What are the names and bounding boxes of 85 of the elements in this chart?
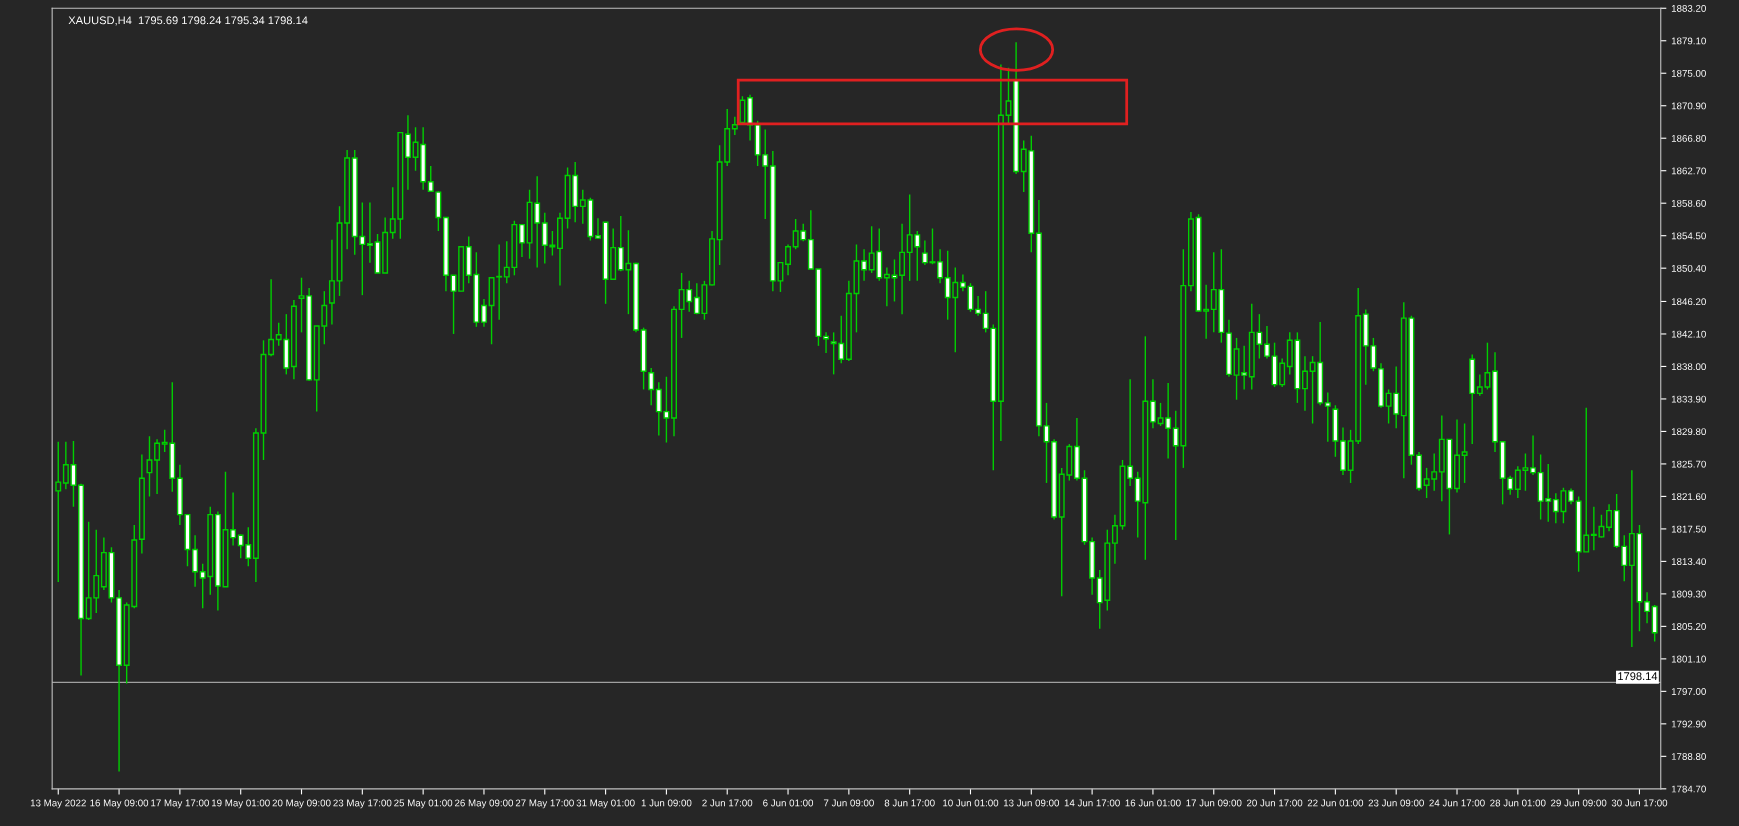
candlestick (404, 114, 411, 191)
x-tick-label: 25 May 01:00 (394, 799, 453, 809)
candlestick (937, 248, 944, 284)
y-tick-label: 1875.00 (1671, 69, 1706, 77)
text: XAUUSD,H4 1795.69 1798.24 1795.34 1798.14 (68, 16, 308, 26)
y-tick-label: 1825.70 (1671, 460, 1706, 468)
y-tick-label: 1801.10 (1671, 655, 1706, 663)
y-tick-label: 1821.60 (1671, 493, 1706, 501)
candlestick (785, 243, 792, 277)
y-tick-label: 1833.90 (1671, 395, 1706, 403)
candlestick (1263, 325, 1270, 360)
x-tick-label: 14 Jun 17:00 (1064, 799, 1120, 807)
y-tick-label: 1883.20 (1671, 4, 1706, 12)
x-tick-label: 23 May 17:00 (333, 799, 392, 809)
y-tick-label: 1792.90 (1671, 720, 1706, 728)
candlestick (595, 217, 601, 240)
candlestick (921, 239, 928, 266)
y-tick-label: 1829.80 (1671, 428, 1706, 436)
x-tick-label: 20 May 09:00 (272, 799, 331, 809)
x-tick-label: 22 Jun 01:00 (1307, 799, 1364, 807)
candlestick (1324, 391, 1331, 443)
y-tick-label: 1866.80 (1671, 134, 1706, 142)
y-tick-label: 1858.60 (1671, 199, 1706, 207)
x-tick-label: 10 Jun 01:00 (943, 799, 999, 807)
x-tick-label: 27 May 17:00 (515, 799, 574, 809)
x-tick-label: 16 Jun 01:00 (1125, 799, 1181, 807)
candlestick (861, 248, 868, 282)
x-tick-label: 13 May 2022 (30, 799, 86, 809)
x-tick-label: 24 Jun 17:00 (1429, 799, 1485, 807)
candlestick (731, 116, 738, 136)
y-tick-label: 1817.50 (1671, 525, 1706, 533)
candlestick (1301, 355, 1308, 412)
candlestick (480, 298, 487, 328)
candlestick (298, 277, 305, 334)
y-tick-label: 1879.10 (1671, 37, 1706, 45)
candlestick (648, 367, 655, 406)
candlestick (268, 278, 275, 357)
candlestick (192, 534, 199, 588)
y-tick-label: 1797.00 (1671, 688, 1706, 695)
x-tick-label: 13 Jun 09:00 (1003, 799, 1060, 807)
y-tick-label: 1842.10 (1671, 330, 1706, 338)
candlestick (328, 238, 335, 326)
y-tick-label: 1809.30 (1671, 590, 1706, 598)
candlestick (823, 331, 830, 354)
y-tick-label: 1805.20 (1671, 623, 1706, 630)
candlestick (55, 441, 62, 583)
x-tick-label: 20 Jun 17:00 (1246, 799, 1303, 807)
x-tick-label: 17 May 17:00 (151, 799, 209, 809)
x-tick-label: 29 Jun 09:00 (1551, 799, 1607, 807)
y-tick-label: 1854.50 (1671, 232, 1706, 240)
x-tick-label: 7 Jun 09:00 (823, 799, 874, 807)
y-tick-label: 1870.90 (1671, 102, 1706, 110)
candlestick (366, 201, 373, 264)
x-tick-label: 1 Jun 09:00 (641, 799, 692, 807)
y-tick-label: 1838.00 (1671, 363, 1706, 371)
candlestick (1606, 503, 1613, 532)
candlestick (1530, 434, 1537, 476)
y-tick-label: 1784.70 (1671, 785, 1706, 793)
candlestick (518, 223, 525, 258)
candlestick (929, 227, 936, 265)
candlestick (230, 491, 237, 547)
x-tick-label: 23 Jun 09:00 (1368, 799, 1424, 807)
candlestick (1644, 591, 1651, 624)
candlestick (975, 295, 982, 317)
x-tick-label: 19 May 01:00 (211, 799, 270, 809)
x-tick-label: 26 May 09:00 (455, 799, 514, 809)
y-tick-label: 1862.70 (1671, 167, 1706, 175)
y-tick-label: 1846.20 (1671, 298, 1706, 306)
x-tick-label: 16 May 09:00 (90, 799, 149, 809)
x-tick-label: 8 Jun 17:00 (884, 799, 935, 807)
y-tick-label: 1813.40 (1671, 558, 1706, 566)
x-tick-label: 30 Jun 17:00 (1611, 799, 1668, 807)
x-tick-label: 2 Jun 17:00 (702, 799, 753, 807)
candlestick (899, 223, 906, 315)
x-tick-label: 28 Jun 01:00 (1490, 799, 1546, 807)
x-tick-label: 6 Jun 01:00 (763, 799, 814, 807)
x-tick-label: 31 May 01:00 (576, 799, 635, 809)
candlestick (1461, 422, 1468, 484)
x-tick-label: 17 Jun 09:00 (1186, 799, 1242, 807)
candlestick (154, 438, 161, 495)
candlestick (1149, 378, 1156, 429)
y-tick-label: 1850.40 (1671, 264, 1706, 272)
ref-line-label: 1798.14 (1618, 672, 1658, 681)
candlestick (1111, 513, 1118, 565)
y-tick-label: 1788.80 (1671, 753, 1706, 760)
